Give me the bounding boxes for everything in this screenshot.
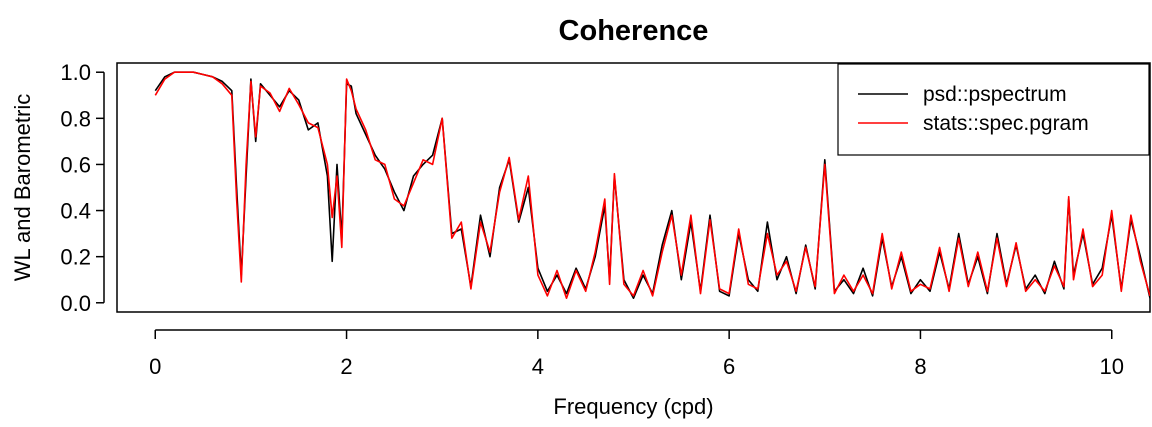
x-axis-label: Frequency (cpd)	[553, 394, 713, 419]
y-tick-label: 0.4	[60, 199, 91, 224]
y-tick-label: 0.0	[60, 291, 91, 316]
chart-title: Coherence	[559, 15, 709, 47]
x-axis: 0 2 4 6 8 10	[149, 329, 1124, 379]
legend-box	[837, 63, 1150, 156]
y-tick-label: 0.2	[60, 245, 91, 270]
legend-label-spec-pgram: stats::spec.pgram	[923, 112, 1089, 135]
x-tick-label: 6	[723, 354, 735, 379]
legend-label-pspectrum: psd::pspectrum	[923, 83, 1067, 106]
y-tick-label: 1.0	[60, 60, 91, 85]
series-line-1	[154, 71, 1150, 300]
legend: psd::pspectrum stats::spec.pgram	[837, 63, 1150, 156]
x-tick-label: 10	[1099, 354, 1123, 379]
x-tick-label: 2	[340, 354, 352, 379]
series-layer	[154, 71, 1150, 300]
y-tick-label: 0.8	[60, 106, 91, 131]
y-axis-label: WL and Barometric	[10, 94, 35, 281]
y-axis: 0.0 0.2 0.4 0.6 0.8 1.0	[60, 60, 105, 316]
x-tick-label: 0	[149, 354, 161, 379]
x-tick-label: 4	[532, 354, 544, 379]
y-tick-label: 0.6	[60, 152, 91, 177]
plot-area	[116, 62, 1151, 313]
x-tick-label: 8	[914, 354, 926, 379]
